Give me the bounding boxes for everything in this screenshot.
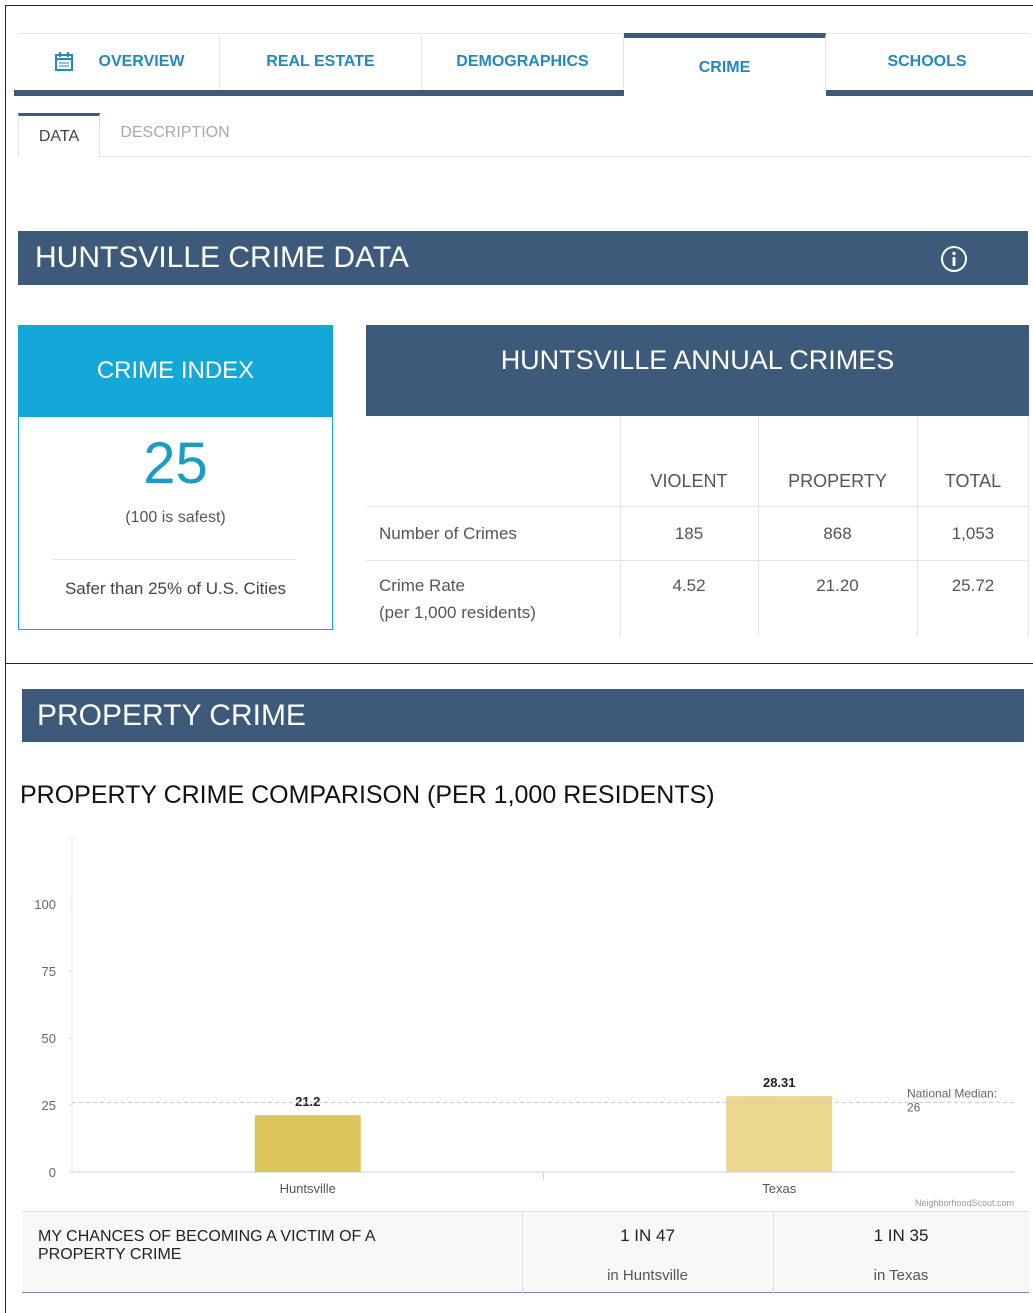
section-banner: PROPERTY CRIME — [22, 689, 1024, 742]
row-line — [366, 560, 1029, 561]
cell: 4.52 — [672, 576, 706, 595]
reference-label: National Median: — [907, 1086, 997, 1100]
annual-title: HUNTSVILLE ANNUAL CRIMES — [500, 345, 895, 375]
column-header: VIOLENT — [650, 470, 728, 491]
reference-value: 26 — [907, 1100, 921, 1114]
tab-label: REAL ESTATE — [266, 53, 375, 70]
tab-label: DEMOGRAPHICS — [456, 53, 589, 70]
row-label: Number of Crimes — [379, 524, 517, 543]
tab[interactable]: CRIME — [624, 33, 826, 91]
y-tick-label: 25 — [42, 1098, 56, 1113]
frame — [5, 5, 1033, 1313]
tab[interactable]: DEMOGRAPHICS — [422, 33, 624, 91]
bar — [254, 1115, 361, 1172]
column-line — [917, 416, 918, 636]
cell: 868 — [823, 524, 852, 543]
column-line — [773, 1211, 774, 1293]
section-title: HUNTSVILLE CRIME DATA — [35, 241, 409, 274]
row-line — [366, 506, 1029, 507]
section-banner: HUNTSVILLE CRIME DATA — [18, 231, 1028, 285]
subtab[interactable]: DESCRIPTION — [100, 113, 250, 153]
active-tab-gap — [624, 90, 826, 96]
y-tick-label: 0 — [49, 1165, 56, 1180]
section-title: PROPERTY CRIME — [37, 698, 306, 732]
bar — [726, 1096, 833, 1172]
crime-index-title: CRIME INDEX — [96, 357, 255, 384]
data-label: 21.2 — [295, 1094, 320, 1109]
crime-index-comparison: Safer than 25% of U.S. Cities — [64, 579, 287, 598]
chart-title: PROPERTY CRIME COMPARISON (PER 1,000 RES… — [20, 781, 715, 809]
crime-index-value: 25 — [143, 431, 208, 496]
column-line — [522, 1211, 523, 1293]
row-sublabel: (per 1,000 residents) — [379, 603, 536, 622]
cell: 25.72 — [951, 576, 995, 595]
tab[interactable]: OVERVIEW — [18, 33, 220, 91]
cell: 1,053 — [951, 524, 995, 543]
y-tick-label: 75 — [42, 964, 56, 979]
info-icon[interactable] — [940, 245, 968, 273]
subtab[interactable]: DATA — [18, 113, 100, 157]
crime-index-note: (100 is safest) — [125, 509, 226, 526]
column-line — [758, 416, 759, 636]
source: NeighborhoodScout.com — [915, 1198, 1014, 1208]
tab[interactable]: SCHOOLS — [826, 33, 1028, 91]
column-header: PROPERTY — [788, 470, 887, 491]
tab-underline — [14, 90, 1033, 96]
column-line — [620, 416, 621, 636]
x-tick-label: Huntsville — [280, 1181, 336, 1196]
y-tick-label: 100 — [34, 897, 56, 912]
chances-row — [22, 1211, 1029, 1293]
tab-label: OVERVIEW — [98, 53, 185, 70]
calendar-icon — [54, 52, 73, 71]
tab-label: SCHOOLS — [887, 53, 967, 70]
column-line — [1028, 416, 1029, 636]
cell: 21.20 — [816, 576, 859, 595]
separator — [5, 663, 1033, 664]
data-label: 28.31 — [763, 1075, 796, 1090]
chances-odds: 1 IN 35 — [873, 1226, 929, 1245]
tab-label: CRIME — [698, 58, 751, 76]
tab[interactable]: REAL ESTATE — [220, 33, 422, 91]
chances-place: in Huntsville — [607, 1267, 688, 1284]
subtab-label: DESCRIPTION — [120, 124, 230, 141]
crime-index-header: CRIME INDEX — [18, 325, 333, 417]
subtab-label: DATA — [38, 127, 80, 145]
chances-odds: 1 IN 47 — [620, 1226, 675, 1245]
chart: 0 25 50 75 100 Huntsville 21.2 Texas 28.31 Nation… — [34, 837, 1015, 1208]
divider — [53, 559, 296, 560]
x-tick-label: Texas — [762, 1181, 796, 1196]
row-label: Crime Rate — [379, 576, 465, 595]
cell: 185 — [674, 524, 704, 543]
chances-title: MY CHANCES OF BECOMING A VICTIM OF A PRO… — [38, 1228, 375, 1263]
y-tick-label: 50 — [42, 1031, 56, 1046]
tab-bar — [18, 33, 1030, 91]
subtab-line — [18, 156, 1030, 157]
annual-header: HUNTSVILLE ANNUAL CRIMES — [366, 325, 1029, 416]
column-header: TOTAL — [944, 470, 1002, 491]
chances-place: in Texas — [873, 1267, 929, 1284]
